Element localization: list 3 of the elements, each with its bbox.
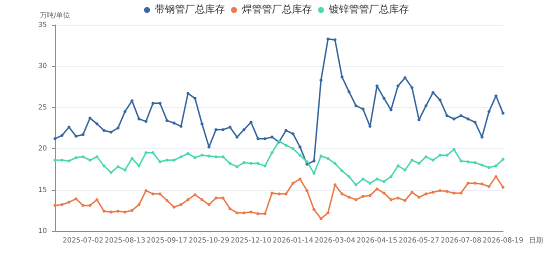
legend-label: 镀锌管管厂总库存 [328, 4, 409, 16]
legend-label: 带钢管厂总库存 [155, 4, 225, 16]
legend-label: 焊管管厂总库存 [242, 4, 312, 16]
